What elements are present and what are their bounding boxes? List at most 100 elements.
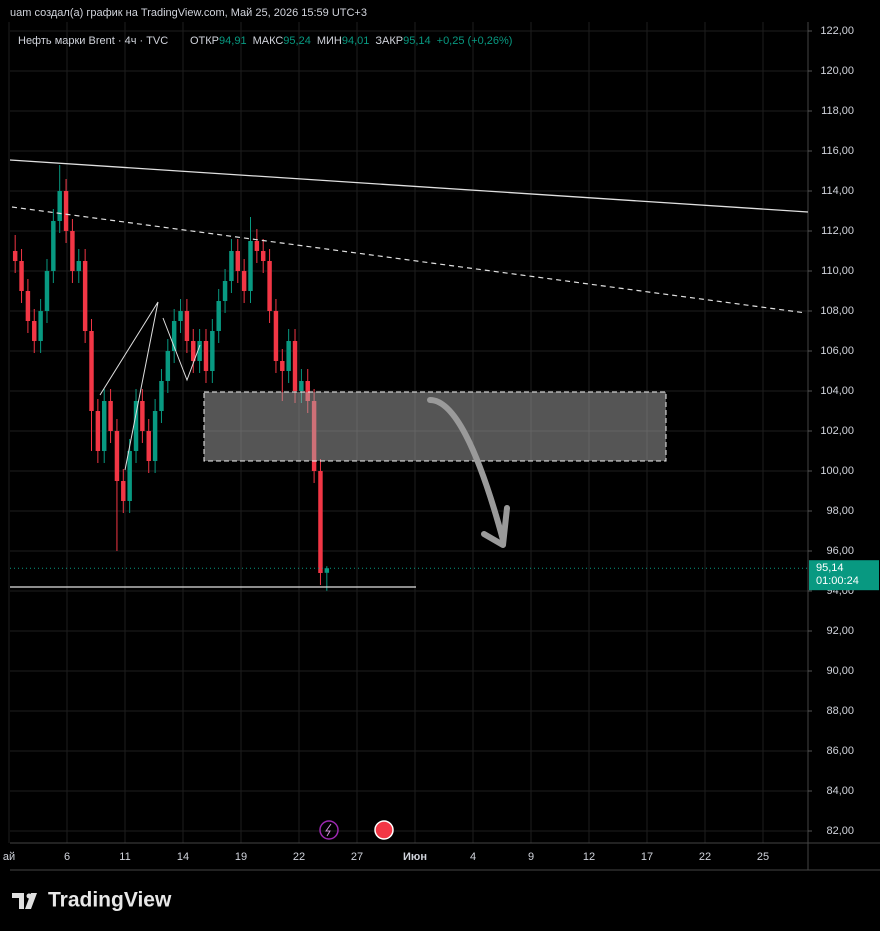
y-tick-label: 92,00	[826, 625, 854, 637]
x-tick-label: 22	[699, 851, 711, 863]
countdown: 01:00:24	[816, 575, 859, 587]
candle-body	[254, 241, 260, 251]
event-icon[interactable]	[374, 820, 394, 840]
pattern-line	[99, 301, 159, 471]
candle-body	[197, 341, 202, 361]
legend-label: ОТКР	[190, 35, 219, 47]
y-tick-label: 108,00	[820, 305, 854, 317]
x-tick-label: 9	[528, 851, 534, 863]
legend-label: МАКС	[253, 35, 284, 47]
candle-body	[152, 411, 158, 461]
x-tick-label: 17	[641, 851, 653, 863]
candle-body	[70, 231, 75, 271]
drawings	[9, 159, 809, 840]
legend-value: 94,01	[342, 35, 370, 47]
candle-body	[12, 251, 18, 261]
candle-body	[191, 341, 196, 361]
y-tick-label: 84,00	[826, 785, 854, 797]
candle-body	[44, 271, 50, 311]
y-tick-label: 104,00	[820, 385, 854, 397]
candle-body	[146, 431, 151, 461]
candle-body	[299, 381, 304, 391]
y-tick-label: 116,00	[821, 145, 854, 157]
x-tick-label: 19	[235, 851, 247, 863]
candle-body	[101, 401, 107, 451]
candle-body	[229, 251, 234, 281]
y-tick-label: 120,00	[820, 65, 854, 77]
candle-body	[121, 481, 126, 501]
x-tick-label: 6	[64, 851, 70, 863]
x-tick-label: Июн	[403, 851, 427, 863]
y-tick-label: 96,00	[826, 545, 854, 557]
y-tick-label: 118,00	[821, 105, 854, 117]
y-tick-label: 106,00	[820, 345, 854, 357]
candle-body	[267, 261, 272, 311]
candle-body	[133, 401, 139, 451]
candle-body	[248, 241, 253, 291]
arrow-head	[481, 505, 510, 548]
header: uam создал(а) график на TradingView.com,…	[10, 7, 367, 19]
x-tick-label: 22	[293, 851, 305, 863]
y-tick-label: 114,00	[821, 185, 854, 197]
y-tick-label: 100,00	[820, 465, 854, 477]
x-tick-label: ай	[3, 851, 15, 863]
y-axis: 82,0084,0086,0088,0090,0092,0094,0096,00…	[808, 25, 879, 837]
candle-body	[318, 471, 323, 573]
candle-body	[63, 191, 69, 231]
candle-body	[76, 261, 82, 271]
candle-body	[241, 271, 247, 291]
candle-body	[127, 451, 132, 501]
x-tick-label: 14	[177, 851, 189, 863]
event-icon[interactable]	[319, 820, 339, 840]
candle-body	[95, 411, 101, 451]
candle-body	[280, 361, 285, 371]
candle-body	[260, 251, 266, 261]
legend-label: ЗАКР	[375, 35, 403, 47]
candle-body	[38, 311, 43, 341]
candle-body	[235, 251, 241, 271]
x-tick-label: 12	[583, 851, 595, 863]
candle-body	[57, 191, 62, 221]
y-tick-label: 98,00	[826, 505, 854, 517]
legend-change: +0,25 (+0,26%)	[437, 35, 513, 47]
y-tick-label: 112,00	[821, 225, 854, 237]
candle-body	[19, 261, 24, 291]
candle-body	[51, 221, 56, 271]
logo: TradingView	[12, 889, 172, 912]
symbol: Нефть марки Brent · 4ч · TVC	[18, 35, 168, 47]
y-tick-label: 86,00	[826, 745, 854, 757]
candle-body	[286, 341, 291, 371]
candle-body	[171, 321, 177, 351]
candle-body	[82, 261, 88, 331]
brand: TradingView	[48, 889, 172, 912]
candle-body	[292, 341, 298, 391]
x-axis: ай 6 11 14 19 22 27 Июн 4 9 12 17 22 25	[3, 851, 769, 863]
trendline-dashed	[11, 206, 807, 314]
candle-body	[305, 381, 310, 401]
last-price-box	[809, 560, 879, 591]
legend: Нефть марки Brent · 4ч · TVC ОТКР 94,91 МА…	[18, 35, 512, 47]
candle-body	[184, 311, 190, 341]
x-tick-label: 25	[757, 851, 769, 863]
candle-body	[159, 381, 164, 411]
candle-body	[114, 431, 120, 481]
candle-body	[89, 331, 94, 411]
y-tick-label: 90,00	[826, 665, 854, 677]
y-tick-label: 122,00	[820, 25, 854, 37]
candle-body	[324, 568, 330, 573]
y-tick-label: 88,00	[826, 705, 854, 717]
y-tick-label: 82,00	[826, 825, 854, 837]
legend-label: МИН	[317, 35, 342, 47]
candle-body	[210, 331, 215, 371]
candle-body	[222, 281, 228, 301]
event-icon	[325, 823, 332, 837]
candle-body	[32, 321, 37, 341]
candle-body	[108, 401, 113, 431]
x-tick-label: 4	[470, 851, 476, 863]
trendline	[9, 159, 809, 213]
x-tick-label: 27	[351, 851, 363, 863]
logo-mark	[26, 893, 32, 899]
candle-body	[178, 311, 183, 321]
